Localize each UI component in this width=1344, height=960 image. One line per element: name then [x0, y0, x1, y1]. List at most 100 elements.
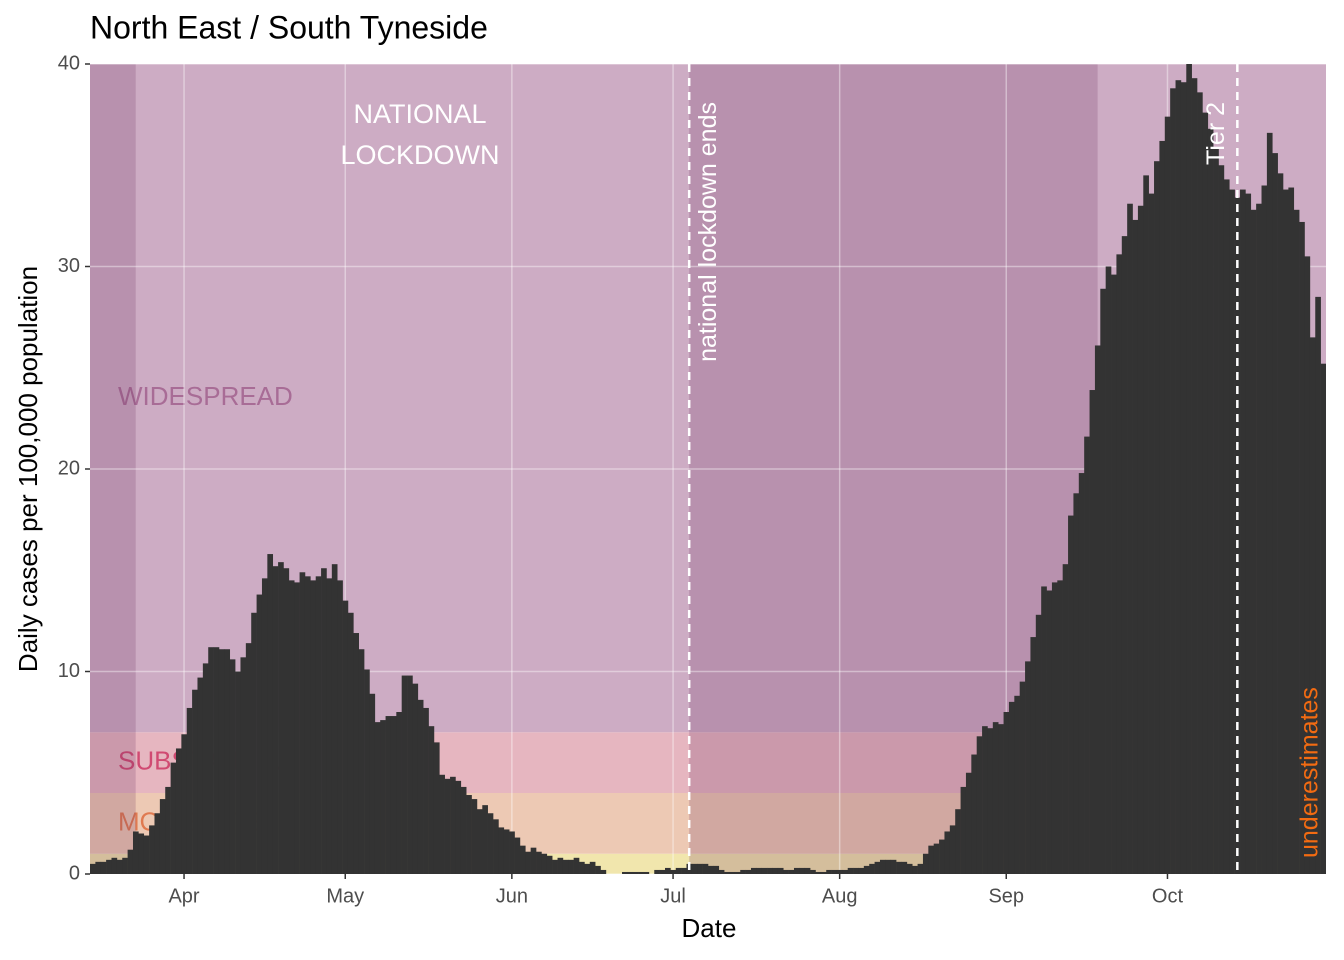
bar	[1304, 256, 1311, 874]
bar	[208, 647, 214, 874]
bar	[933, 843, 940, 874]
bar	[122, 857, 128, 874]
bar	[756, 867, 763, 874]
bar	[202, 663, 209, 874]
bar	[853, 867, 859, 874]
bar	[536, 851, 542, 874]
y-tick-label: 30	[58, 255, 80, 277]
bar	[1320, 363, 1326, 874]
bar	[820, 871, 827, 874]
bar	[294, 582, 300, 874]
bar	[127, 849, 134, 874]
bar	[1266, 132, 1273, 874]
bar	[1003, 712, 1010, 874]
bar	[1277, 173, 1284, 874]
bar	[992, 722, 999, 874]
bar	[1288, 187, 1295, 874]
bar	[1025, 661, 1031, 874]
bar	[842, 869, 849, 874]
bar	[767, 867, 773, 874]
bar	[949, 825, 956, 874]
bar	[729, 871, 736, 874]
bar	[229, 659, 236, 874]
bar	[476, 809, 483, 874]
bar	[1073, 493, 1080, 874]
bar	[1041, 586, 1047, 874]
bar	[552, 859, 558, 874]
bar	[665, 867, 671, 874]
bar	[1111, 274, 1117, 874]
bar	[407, 675, 413, 874]
y-tick-label: 10	[58, 660, 80, 682]
bar	[670, 869, 677, 874]
bar	[218, 649, 225, 874]
bar	[1186, 64, 1192, 874]
bar	[944, 831, 951, 874]
y-tick-label: 40	[58, 52, 80, 74]
bar	[783, 869, 789, 874]
x-tick-label: Oct	[1152, 885, 1184, 907]
bar	[1256, 203, 1262, 874]
bar	[321, 568, 327, 874]
bar	[573, 857, 580, 874]
bar	[487, 813, 494, 874]
bar	[1137, 205, 1144, 874]
bar	[1030, 637, 1037, 874]
bar	[1283, 189, 1289, 874]
bar	[261, 578, 268, 874]
bar	[1197, 92, 1203, 874]
bar	[224, 649, 231, 874]
bar	[622, 871, 628, 874]
bar	[879, 859, 886, 874]
event-label: Tier 2	[1202, 102, 1230, 165]
bar	[278, 562, 284, 874]
bar	[1148, 193, 1155, 874]
bar	[1202, 112, 1209, 874]
bar	[251, 612, 257, 874]
bar	[734, 871, 741, 874]
bar	[149, 825, 155, 874]
bar	[718, 869, 725, 874]
bar	[750, 867, 757, 874]
x-tick-label: Aug	[822, 885, 858, 907]
bar	[170, 762, 177, 874]
bar	[761, 867, 768, 874]
x-tick-label: Jun	[496, 885, 528, 907]
bar	[138, 833, 145, 874]
x-tick-label: Apr	[168, 885, 199, 907]
bar	[928, 845, 935, 874]
event-label: national lockdown ends	[694, 102, 722, 362]
bar	[95, 861, 102, 874]
bar	[428, 726, 435, 874]
bar	[1143, 175, 1149, 874]
bar	[654, 869, 660, 874]
bar	[863, 865, 870, 874]
bar	[912, 865, 918, 874]
note: underestimates	[1296, 687, 1324, 858]
bar	[541, 853, 548, 874]
bar	[369, 693, 376, 874]
bar	[1180, 82, 1187, 874]
bar	[90, 863, 96, 874]
bar	[175, 748, 182, 874]
bar	[901, 861, 908, 874]
bar	[132, 831, 139, 874]
bar	[659, 869, 666, 874]
plot-area: MODERATESUBSTANTIALWIDESPREADNATIONALLOC…	[90, 64, 1326, 874]
bar	[638, 871, 644, 874]
bar	[111, 857, 118, 874]
bar	[460, 786, 467, 874]
bar	[364, 669, 370, 874]
bar	[1008, 701, 1015, 874]
bar	[1159, 140, 1166, 874]
bar	[267, 554, 274, 874]
bar	[890, 859, 897, 874]
bar	[836, 869, 843, 874]
bar	[788, 869, 795, 874]
bar	[1105, 266, 1112, 874]
bar	[1191, 78, 1198, 874]
bar	[509, 831, 515, 874]
x-axis-title: Date	[682, 913, 737, 943]
bar	[493, 819, 499, 874]
